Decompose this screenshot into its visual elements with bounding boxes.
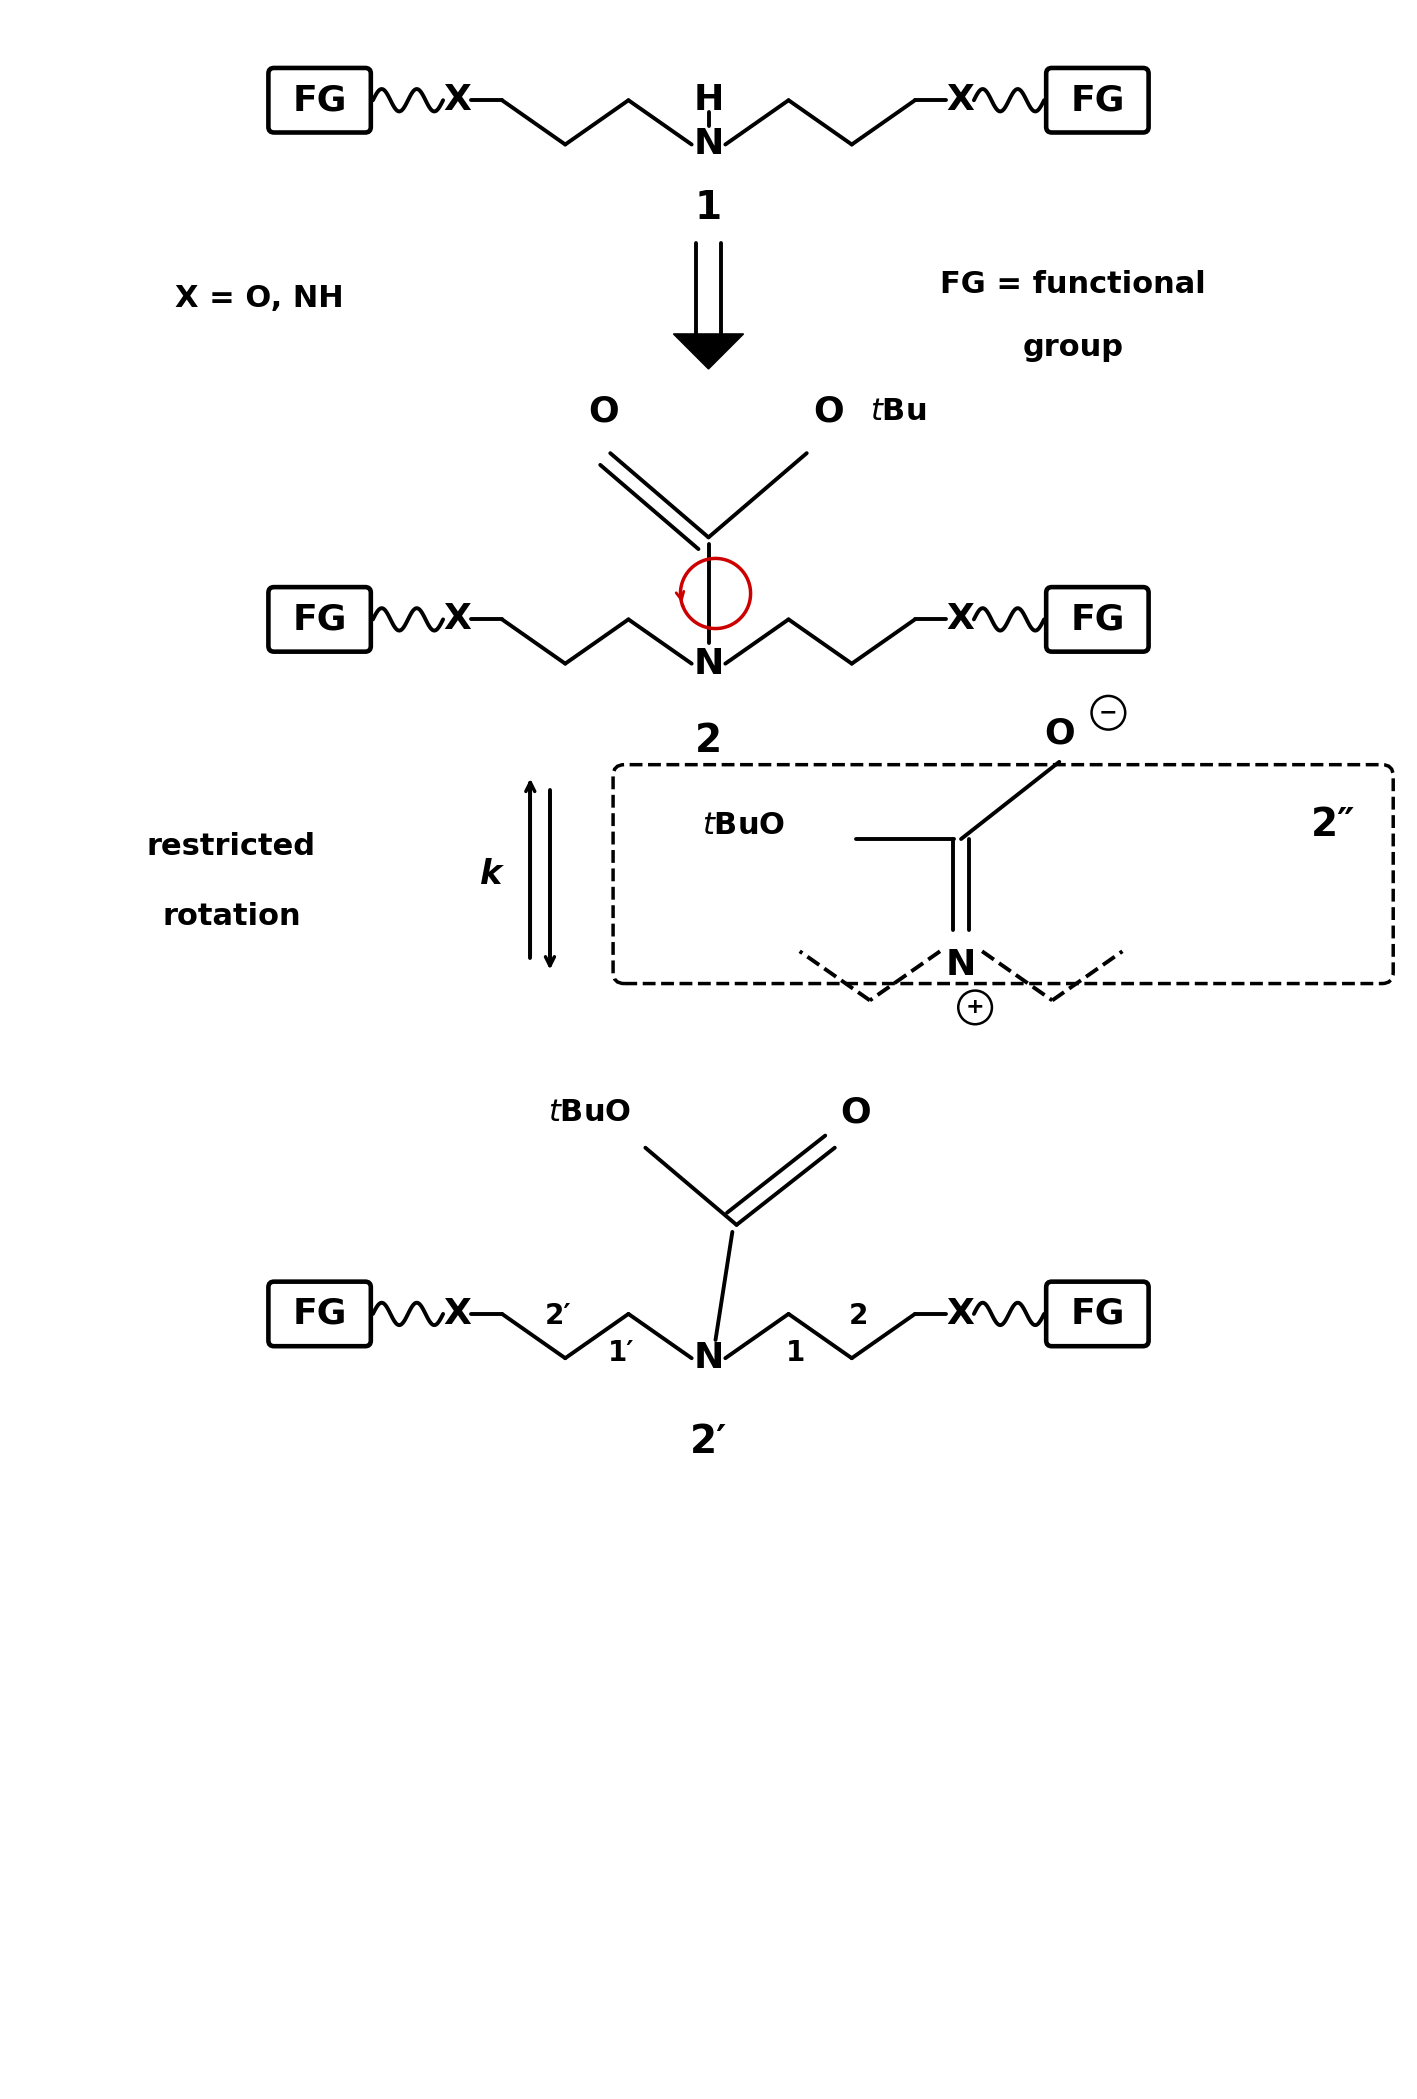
Text: FG: FG: [1070, 602, 1125, 636]
Text: X: X: [444, 602, 470, 636]
Text: FG: FG: [1070, 84, 1125, 118]
Text: N: N: [693, 128, 724, 162]
Text: X: X: [947, 602, 973, 636]
Text: X: X: [947, 84, 973, 118]
Text: 2: 2: [694, 722, 723, 760]
FancyBboxPatch shape: [614, 764, 1393, 984]
FancyBboxPatch shape: [268, 67, 371, 132]
Text: FG: FG: [292, 602, 347, 636]
FancyBboxPatch shape: [268, 1282, 371, 1345]
Text: group: group: [1023, 334, 1124, 363]
FancyBboxPatch shape: [1046, 588, 1149, 651]
Text: 2: 2: [849, 1301, 869, 1331]
Text: 1: 1: [694, 189, 723, 227]
Text: k: k: [480, 858, 502, 890]
Text: $t$Bu: $t$Bu: [870, 397, 927, 426]
Text: N: N: [947, 949, 976, 982]
FancyBboxPatch shape: [1046, 1282, 1149, 1345]
Text: $t$BuO: $t$BuO: [548, 1098, 632, 1127]
Text: +: +: [966, 997, 985, 1018]
Text: 1: 1: [786, 1339, 805, 1366]
Text: FG: FG: [292, 1297, 347, 1331]
Text: $t$BuO: $t$BuO: [703, 810, 785, 840]
Text: 1′: 1′: [608, 1339, 635, 1366]
Text: restricted: restricted: [147, 831, 316, 861]
FancyBboxPatch shape: [1046, 67, 1149, 132]
Text: 2′: 2′: [546, 1301, 571, 1331]
Text: 2″: 2″: [1311, 806, 1355, 844]
Text: O: O: [813, 395, 845, 428]
Text: 2′: 2′: [690, 1423, 727, 1461]
FancyBboxPatch shape: [268, 588, 371, 651]
Text: O: O: [588, 395, 619, 428]
Text: H: H: [693, 82, 724, 118]
Polygon shape: [673, 334, 744, 369]
Text: FG: FG: [1070, 1297, 1125, 1331]
Text: X: X: [444, 84, 470, 118]
Text: N: N: [693, 646, 724, 680]
Text: O: O: [840, 1096, 871, 1129]
Text: X: X: [444, 1297, 470, 1331]
Text: O: O: [1044, 716, 1074, 751]
Text: FG: FG: [292, 84, 347, 118]
Text: FG = functional: FG = functional: [941, 271, 1206, 300]
Text: N: N: [693, 1341, 724, 1375]
Text: X = O, NH: X = O, NH: [176, 283, 344, 313]
Text: X: X: [947, 1297, 973, 1331]
Text: rotation: rotation: [162, 903, 300, 930]
Text: −: −: [1100, 703, 1118, 722]
